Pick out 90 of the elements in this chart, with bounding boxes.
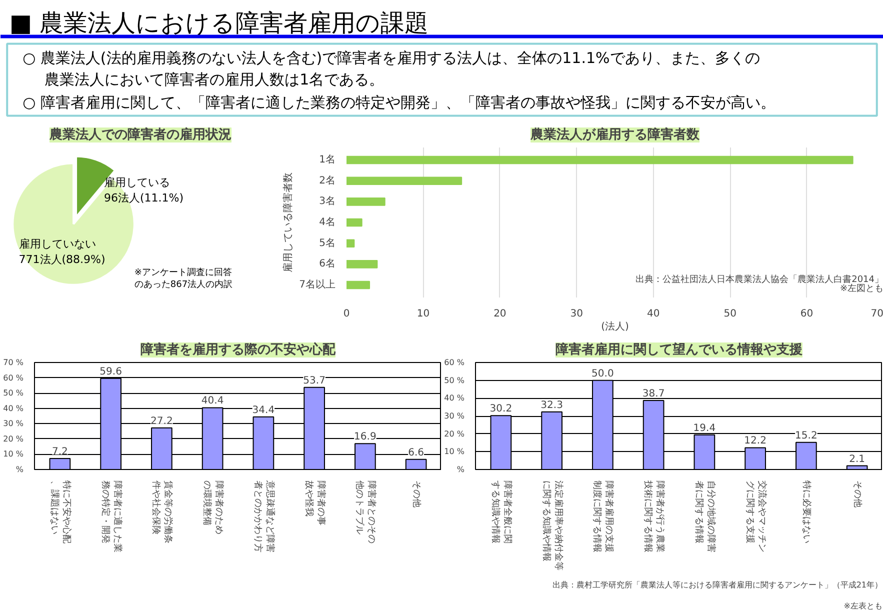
data-label: 6.6 [408, 447, 424, 458]
data-label: 40.4 [201, 396, 224, 407]
x-tick-label: 障害者の事故や怪我 [303, 480, 326, 526]
y-tick-label: % [16, 465, 24, 474]
x-tick-label: 障害者とのその他のトラブル [354, 480, 378, 544]
chart-title: 障害者を雇用する際の不安や心配 [140, 342, 336, 358]
x-tick-label: 0 [343, 308, 350, 320]
y-tick-label: 1名 [319, 154, 336, 166]
bar [49, 458, 71, 470]
bar [346, 280, 370, 290]
text: ※左表とも [844, 602, 882, 610]
x-axis-title: (法人) [601, 320, 629, 332]
data-label: 32.3 [540, 400, 563, 411]
x-tick-label: 障害者に適した業務の特定・開発 [100, 480, 123, 552]
y-tick-label: 20 % [3, 434, 24, 444]
y-tick-label: 10 % [3, 450, 24, 459]
y-tick-label: 5名 [319, 236, 336, 249]
y-tick-label: % [456, 465, 465, 474]
x-tick-label: 特に必要はない [801, 480, 812, 544]
bar [346, 218, 362, 227]
data-label: 771法人(88.9%) [18, 252, 106, 266]
data-label: 59.6 [100, 366, 122, 378]
data-label: 27.2 [150, 416, 173, 427]
y-tick-label: 50 % [444, 376, 465, 385]
data-label: 53.7 [303, 375, 326, 386]
y-tick-label: 3名 [319, 195, 336, 208]
y-tick-label: 30 % [3, 419, 24, 428]
y-tick-label: 50 % [3, 388, 24, 398]
y-tick-label: 30 % [444, 412, 465, 420]
y-tick-label: 10 % [444, 447, 465, 456]
x-tick-label: その他 [852, 480, 864, 508]
bar [346, 239, 355, 248]
data-label: 50.0 [592, 368, 614, 380]
y-tick-label: 40 % [3, 404, 24, 413]
text: 農業法人において障害者の雇用人数は1名である。 [44, 70, 384, 89]
x-tick-label: 20 [494, 308, 506, 320]
y-tick-label: 6名 [319, 258, 336, 270]
data-label: 96法人(11.1%) [104, 192, 184, 205]
x-tick-label: 70 [870, 308, 883, 320]
text: ■ 農業法人における障害者雇用の課題 [9, 8, 429, 37]
source-note: 出典：農村工学研究所「農業法人等における障害者雇用に関するアンケート」（平成21年） [552, 580, 883, 590]
x-tick-label: 障害者雇用の支援制度に関する情報 [592, 480, 615, 552]
x-tick-label: 特に不安や心配、課題はない [48, 480, 72, 544]
slice-label: 雇用している [104, 176, 170, 190]
bar [346, 198, 386, 206]
y-tick-label: 2名 [319, 174, 336, 186]
data-label: 15.2 [795, 430, 818, 442]
y-tick-label: 40 % [444, 394, 465, 403]
chart-title: 農業法人での障害者の雇用状況 [48, 126, 232, 142]
y-tick-label: 20 % [444, 429, 465, 438]
x-tick-label: 障害者全般に関する知識や情報 [490, 480, 513, 544]
data-label: 34.4 [252, 404, 275, 416]
bar [346, 260, 378, 268]
y-axis-title: 雇用している障害者数 [282, 172, 294, 272]
x-tick-label: 50 [724, 308, 736, 320]
text: ※アンケート調査に回答のあった867法人の内訳 [134, 267, 233, 290]
x-tick-label: 障害者が行う農業技術に関する情報 [642, 480, 666, 552]
data-label: 30.2 [490, 404, 512, 415]
x-tick-label: 交流会やマッチングに関する支援 [744, 480, 768, 552]
data-label: 16.9 [354, 432, 376, 443]
x-tick-label: 10 [416, 308, 430, 320]
x-tick-label: 60 [800, 308, 814, 320]
bar [346, 156, 854, 164]
x-tick-label: 障害者のための環境整備 [202, 480, 225, 534]
text: ○ 障害者雇用に関して、「障害者に適した業務の特定や開発」、「障害者の事故や怪我」に関する不安が高い。 [22, 94, 776, 112]
y-tick-label: 60 % [3, 373, 24, 382]
data-label: 12.2 [744, 436, 766, 447]
y-tick-label: 7名以上 [299, 278, 336, 290]
data-label: 19.4 [693, 422, 716, 434]
x-tick-label: 40 [646, 308, 660, 320]
x-tick-label: 法定雇用率や納付金等に関する知識や情報 [540, 480, 564, 570]
y-tick-label: 60 % [444, 358, 465, 367]
data-label: 7.2 [52, 446, 68, 458]
x-tick-label: その他 [411, 480, 422, 508]
bar [405, 458, 427, 470]
x-tick-label: 意思疎通など障害者とのかかわり方 [252, 480, 276, 552]
x-tick-label: 自分の地域の障害者に関する情報 [693, 480, 716, 552]
annotation: ※左図とも [840, 283, 883, 294]
y-tick-label: 70 % [3, 358, 24, 367]
y-tick-label: 4名 [319, 216, 336, 228]
text: ○ 農業法人(法的雇用義務のない法人を含む)で障害者を雇用する法人は、全体の11.1%であり、また、多くの [22, 49, 760, 68]
chart-title: 障害者雇用に関して望んでいる情報や支援 [556, 342, 802, 358]
x-tick-label: 賃金等の労働条件や社会保険 [150, 480, 174, 544]
data-label: 2.1 [849, 454, 866, 465]
chart-title: 農業法人が雇用する障害者数 [530, 126, 700, 142]
x-tick-label: 30 [570, 308, 584, 320]
bar [346, 176, 462, 185]
annotation: 出典：公益社団法人日本農業法人協会「農業法人白書2014」 [636, 274, 883, 285]
data-label: 38.7 [642, 388, 665, 400]
slice-label: 雇用していない [18, 237, 96, 250]
